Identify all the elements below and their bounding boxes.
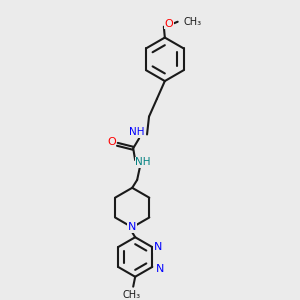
Text: O: O (107, 137, 116, 147)
Text: N: N (154, 242, 162, 252)
Text: NH: NH (135, 157, 151, 167)
Text: NH: NH (129, 128, 145, 137)
Text: N: N (156, 264, 164, 274)
Text: O: O (164, 19, 173, 29)
Text: CH₃: CH₃ (184, 17, 202, 27)
Text: CH₃: CH₃ (122, 290, 140, 300)
Text: N: N (128, 222, 136, 232)
